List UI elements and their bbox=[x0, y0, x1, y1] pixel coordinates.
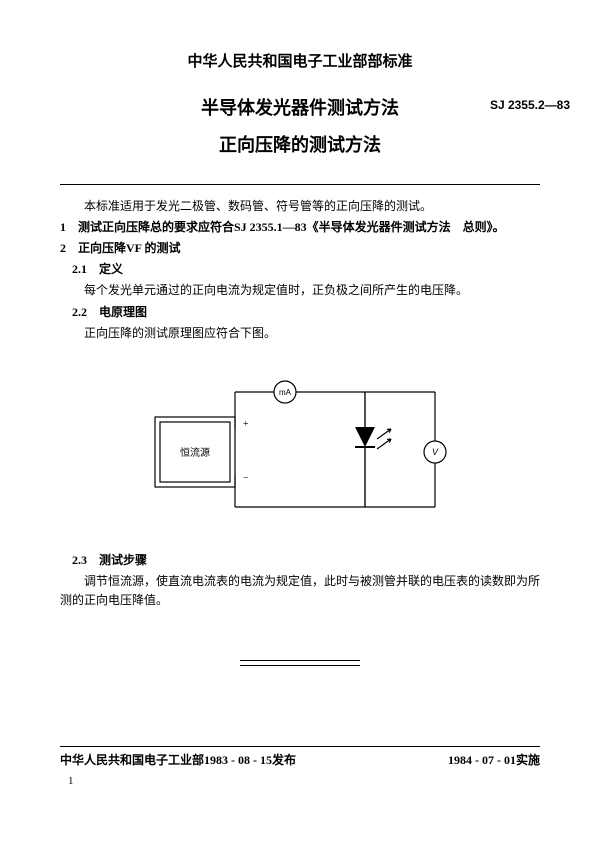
divider bbox=[60, 184, 540, 185]
svg-text:−: − bbox=[243, 473, 249, 484]
section-2-2-text: 正向压降的测试原理图应符合下图。 bbox=[60, 324, 540, 343]
svg-text:+: + bbox=[243, 419, 249, 430]
section-2-3-text: 调节恒流源，使直流电流表的电流为规定值，此时与被测管并联的电压表的读数即为所测的… bbox=[60, 572, 540, 610]
svg-text:V: V bbox=[432, 447, 439, 457]
section-2: 2 正向压降VF 的测试 bbox=[60, 239, 540, 258]
section-2-1: 2.1 定义 bbox=[60, 260, 540, 279]
intro-text: 本标准适用于发光二极管、数码管、符号管等的正向压降的测试。 bbox=[60, 197, 540, 216]
svg-text:恒流源: 恒流源 bbox=[180, 446, 210, 459]
svg-text:mA: mA bbox=[279, 388, 292, 397]
circuit-diagram: 恒流源 mA V + − bbox=[135, 357, 465, 537]
standard-number: SJ 2355.2—83 bbox=[490, 96, 570, 115]
section-2-1-text: 每个发光单元通过的正向电流为规定值时，正负极之间所产生的电压降。 bbox=[60, 281, 540, 300]
page-number: 1 bbox=[60, 773, 540, 791]
circuit-svg: 恒流源 mA V + − bbox=[135, 357, 465, 537]
footer: 中华人民共和国电子工业部1983 - 08 - 15发布 1984 - 07 -… bbox=[60, 746, 540, 770]
center-rule-1 bbox=[240, 660, 360, 661]
section-1: 1 测试正向压降总的要求应符合SJ 2355.1—83《半导体发光器件测试方法 … bbox=[60, 218, 540, 237]
footer-left: 中华人民共和国电子工业部1983 - 08 - 15发布 bbox=[60, 751, 296, 770]
org-title: 中华人民共和国电子工业部部标准 bbox=[60, 50, 540, 74]
footer-right: 1984 - 07 - 01实施 bbox=[448, 751, 540, 770]
main-title: 半导体发光器件测试方法 bbox=[201, 94, 399, 123]
sub-title: 正向压降的测试方法 bbox=[60, 131, 540, 160]
center-rule-2 bbox=[240, 665, 360, 666]
section-2-3: 2.3 测试步骤 bbox=[60, 551, 540, 570]
section-2-2: 2.2 电原理图 bbox=[60, 303, 540, 322]
